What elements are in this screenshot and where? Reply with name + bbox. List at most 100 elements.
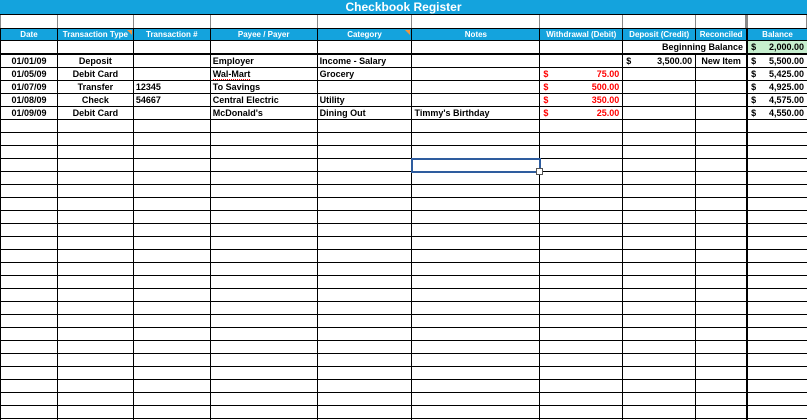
cell-txn[interactable] bbox=[134, 55, 211, 67]
cell-withdrawal[interactable] bbox=[540, 406, 624, 418]
cell-category[interactable] bbox=[318, 159, 413, 171]
cell-deposit[interactable] bbox=[623, 354, 697, 366]
cell-type[interactable] bbox=[58, 341, 134, 353]
cell-txn[interactable]: 12345 bbox=[134, 81, 211, 93]
cell-withdrawal[interactable] bbox=[540, 41, 624, 53]
cell-txn[interactable] bbox=[134, 302, 211, 314]
cell-deposit[interactable] bbox=[623, 68, 697, 80]
cell-reconciled[interactable] bbox=[696, 185, 746, 197]
cell-withdrawal[interactable]: $25.00 bbox=[540, 107, 624, 119]
cell-deposit[interactable] bbox=[623, 380, 697, 392]
cell-type[interactable] bbox=[58, 172, 134, 184]
cell-payee[interactable] bbox=[211, 315, 318, 327]
cell-balance[interactable] bbox=[746, 198, 807, 210]
cell-category[interactable] bbox=[318, 302, 413, 314]
cell-date[interactable] bbox=[1, 354, 58, 366]
cell-balance[interactable] bbox=[746, 146, 807, 158]
cell-notes[interactable] bbox=[412, 380, 541, 392]
cell-payee[interactable] bbox=[211, 328, 318, 340]
cell-reconciled[interactable] bbox=[696, 354, 746, 366]
cell-reconciled[interactable] bbox=[696, 81, 746, 93]
cell-balance[interactable] bbox=[746, 185, 807, 197]
spacer-cell[interactable] bbox=[211, 15, 318, 28]
cell-txn[interactable] bbox=[134, 107, 211, 119]
cell-type[interactable] bbox=[58, 185, 134, 197]
cell-category[interactable]: Utility bbox=[318, 94, 413, 106]
cell-deposit[interactable] bbox=[623, 263, 697, 275]
cell-deposit[interactable] bbox=[623, 198, 697, 210]
cell-notes[interactable] bbox=[412, 276, 541, 288]
cell-type[interactable] bbox=[58, 133, 134, 145]
cell-date[interactable] bbox=[1, 263, 58, 275]
cell-payee[interactable]: To Savings bbox=[211, 81, 318, 93]
cell-notes[interactable] bbox=[412, 393, 541, 405]
cell-reconciled[interactable] bbox=[696, 250, 746, 262]
cell-txn[interactable] bbox=[134, 237, 211, 249]
cell-payee[interactable] bbox=[211, 406, 318, 418]
cell-category[interactable] bbox=[318, 341, 413, 353]
cell-payee[interactable]: Employer bbox=[211, 55, 318, 67]
cell-withdrawal[interactable] bbox=[540, 393, 624, 405]
cell-deposit[interactable] bbox=[623, 211, 697, 223]
cell-notes[interactable] bbox=[412, 185, 541, 197]
cell-withdrawal[interactable] bbox=[540, 224, 624, 236]
cell-deposit[interactable] bbox=[623, 302, 697, 314]
cell-notes[interactable] bbox=[412, 41, 541, 53]
cell-deposit[interactable] bbox=[623, 224, 697, 236]
cell-deposit[interactable] bbox=[623, 250, 697, 262]
cell-category[interactable] bbox=[318, 328, 413, 340]
cell-withdrawal[interactable] bbox=[540, 237, 624, 249]
cell-type[interactable]: Debit Card bbox=[58, 107, 134, 119]
cell-category[interactable]: Grocery bbox=[318, 68, 413, 80]
cell-payee[interactable] bbox=[211, 224, 318, 236]
cell-reconciled[interactable] bbox=[696, 328, 746, 340]
cell-deposit[interactable] bbox=[623, 406, 697, 418]
cell-notes[interactable] bbox=[412, 133, 541, 145]
cell-reconciled[interactable] bbox=[696, 224, 746, 236]
cell-type[interactable] bbox=[58, 237, 134, 249]
cell-withdrawal[interactable] bbox=[540, 328, 624, 340]
cell-category[interactable] bbox=[318, 315, 413, 327]
cell-notes[interactable] bbox=[412, 354, 541, 366]
cell-reconciled[interactable] bbox=[696, 263, 746, 275]
cell-payee[interactable] bbox=[211, 302, 318, 314]
cell-txn[interactable] bbox=[134, 393, 211, 405]
cell-reconciled[interactable] bbox=[696, 380, 746, 392]
cell-reconciled[interactable] bbox=[696, 198, 746, 210]
cell-date[interactable] bbox=[1, 120, 58, 132]
cell-reconciled[interactable] bbox=[696, 289, 746, 301]
column-header-category[interactable]: Category bbox=[317, 29, 413, 40]
cell-payee[interactable] bbox=[211, 367, 318, 379]
cell-date[interactable] bbox=[1, 302, 58, 314]
cell-deposit[interactable] bbox=[623, 94, 697, 106]
cell-deposit[interactable] bbox=[623, 367, 697, 379]
cell-category[interactable] bbox=[318, 263, 413, 275]
cell-balance[interactable] bbox=[746, 393, 807, 405]
cell-withdrawal[interactable] bbox=[540, 198, 624, 210]
cell-reconciled[interactable] bbox=[696, 276, 746, 288]
cell-withdrawal[interactable] bbox=[540, 380, 624, 392]
cell-balance[interactable] bbox=[746, 302, 807, 314]
cell-withdrawal[interactable] bbox=[540, 211, 624, 223]
cell-payee[interactable] bbox=[211, 146, 318, 158]
cell-payee[interactable] bbox=[211, 380, 318, 392]
cell-withdrawal[interactable] bbox=[540, 185, 624, 197]
cell-txn[interactable] bbox=[134, 367, 211, 379]
cell-reconciled[interactable] bbox=[696, 341, 746, 353]
cell-notes[interactable] bbox=[412, 198, 541, 210]
cell-balance[interactable] bbox=[746, 159, 807, 171]
spacer-cell[interactable] bbox=[540, 15, 624, 28]
cell-withdrawal[interactable] bbox=[540, 172, 624, 184]
cell-notes[interactable] bbox=[412, 81, 541, 93]
cell-withdrawal[interactable] bbox=[540, 302, 624, 314]
cell-balance[interactable] bbox=[746, 380, 807, 392]
cell-category[interactable] bbox=[318, 146, 413, 158]
cell-notes[interactable]: Timmy's Birthday bbox=[412, 107, 541, 119]
cell-notes[interactable] bbox=[412, 237, 541, 249]
spacer-cell[interactable] bbox=[318, 15, 413, 28]
cell-payee[interactable] bbox=[211, 237, 318, 249]
cell-balance[interactable] bbox=[746, 328, 807, 340]
cell-txn[interactable] bbox=[134, 276, 211, 288]
cell-reconciled[interactable] bbox=[696, 146, 746, 158]
cell-notes[interactable] bbox=[412, 341, 541, 353]
